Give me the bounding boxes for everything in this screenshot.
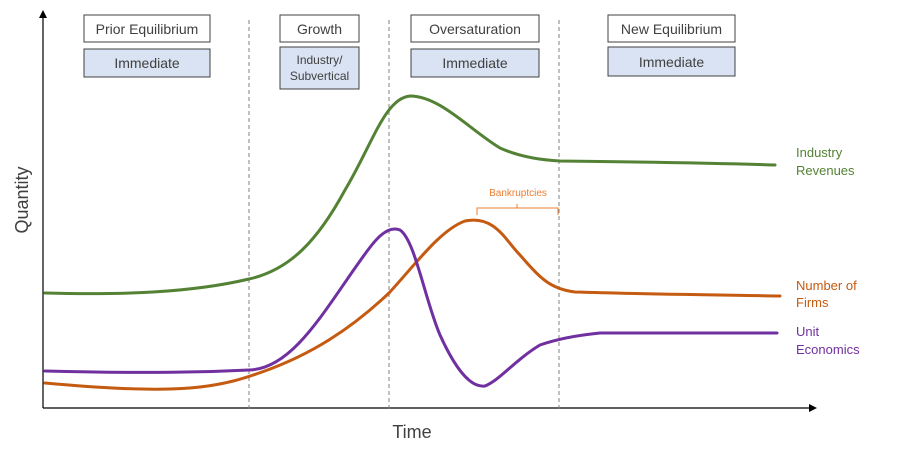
phase-sub: Immediate — [114, 55, 180, 71]
phase-sub-line1: Industry/ — [296, 53, 343, 67]
series-label-unit-economics-line1: Unit — [796, 324, 820, 339]
phase-title: Oversaturation — [429, 21, 521, 37]
bankruptcies-bracket — [476, 204, 559, 215]
phase-title: Growth — [297, 21, 342, 37]
bankruptcies-label: Bankruptcies — [489, 188, 547, 199]
phase-title-box — [607, 14, 736, 43]
phase-title-box — [279, 14, 360, 43]
bankruptcies-annotation: Bankruptcies — [476, 188, 559, 215]
series-label-industry-revenues-line1: Industry — [796, 145, 843, 160]
series-label-number-of-firms-line2: Firms — [796, 295, 829, 310]
phase-title: Prior Equilibrium — [96, 21, 199, 37]
phase-sub-line2: Subvertical — [290, 69, 349, 83]
unit-economics-curve — [43, 227, 779, 388]
phase-sub: Immediate — [442, 55, 508, 71]
phase-growth: Growth Industry/ Subvertical — [279, 14, 360, 90]
phase-oversaturation: Oversaturation Immediate — [410, 14, 540, 78]
series-label-industry-revenues-line2: Revenues — [796, 163, 855, 178]
phase-title: New Equilibrium — [621, 21, 722, 37]
phase-title-box — [410, 14, 540, 43]
phase-prior-equilibrium: Prior Equilibrium Immediate — [83, 14, 211, 78]
industry-revenues-curve — [43, 94, 777, 296]
series-label-number-of-firms-line1: Number of — [796, 278, 857, 293]
phase-sub-box — [607, 46, 736, 77]
series-label-unit-economics-line2: Economics — [796, 342, 860, 357]
phase-sub-box — [410, 48, 540, 78]
phase-sub-box — [279, 46, 360, 90]
phase-title-box — [83, 14, 211, 43]
phase-sub-box — [83, 48, 211, 78]
x-axis-label: Time — [392, 422, 431, 442]
y-axis-label: Quantity — [12, 166, 32, 233]
phase-new-equilibrium: New Equilibrium Immediate — [607, 14, 736, 77]
phase-sub: Immediate — [639, 54, 705, 70]
number-of-firms-curve — [43, 218, 782, 391]
